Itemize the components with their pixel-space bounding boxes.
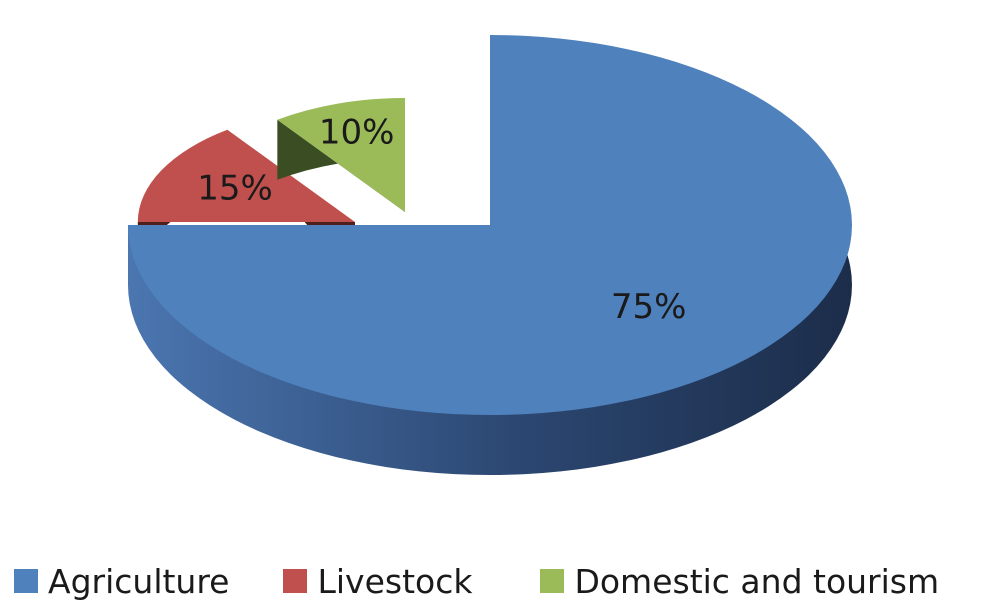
data-label-livestock: 15% [197,168,273,208]
legend-swatch-agriculture [14,569,38,593]
legend: Agriculture Livestock Domestic and touri… [14,556,1000,606]
legend-item-livestock: Livestock [283,562,472,601]
legend-swatch-domestic-and-tourism [540,569,565,593]
slice-livestock [137,129,355,282]
data-label-agriculture: 75% [611,287,687,327]
legend-label-agriculture: Agriculture [48,561,230,601]
legend-swatch-livestock [283,569,308,593]
legend-item-agriculture: Agriculture [14,562,229,601]
slice-top-agriculture [128,35,852,415]
slice-top-livestock [137,129,355,222]
legend-item-domestic-and-tourism: Domestic and tourism [540,562,939,601]
legend-label-domestic-and-tourism: Domestic and tourism [574,561,940,601]
slice-agriculture [128,35,852,475]
data-label-domestic-and-tourism: 10% [319,112,395,152]
slice-top-domestic-and-tourism [277,98,405,212]
legend-label-livestock: Livestock [317,561,473,601]
pie-chart: 15% 10% 75% [128,35,852,475]
slice-domestic-and-tourism [277,98,405,272]
